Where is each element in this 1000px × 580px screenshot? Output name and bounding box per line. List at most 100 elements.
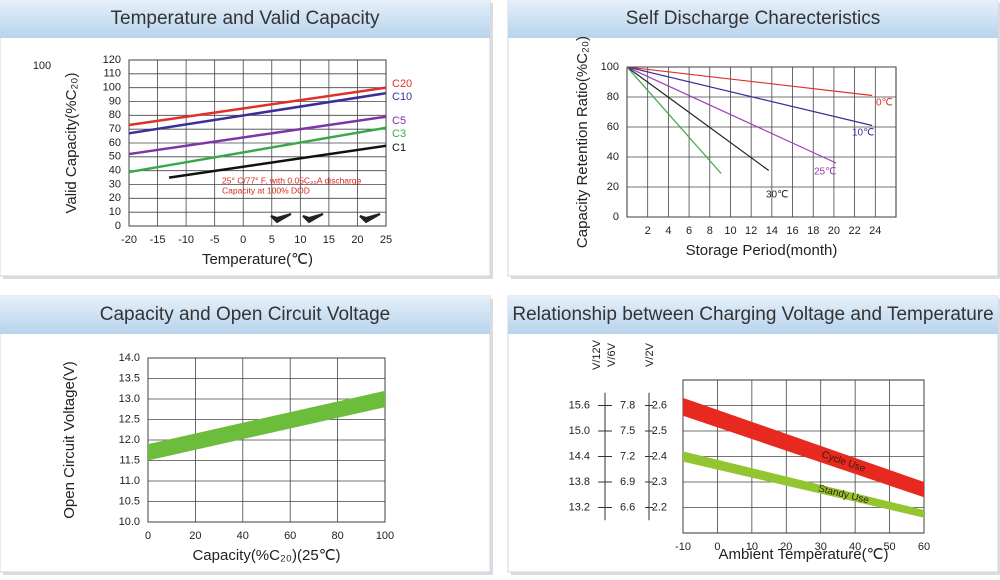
series-label: C3 [392, 128, 406, 140]
y-tick-label: 40 [607, 151, 619, 163]
y-tick-label: 12.0 [119, 434, 140, 446]
x-tick-label: 16 [786, 225, 798, 237]
check-mark [270, 213, 292, 224]
x-tick-label: -10 [675, 541, 691, 553]
y-tick-label: 13.0 [119, 393, 140, 405]
series-label: 10℃ [852, 128, 874, 139]
y-axis-label: Capacity Retention Ratio(%C₂₀) [574, 36, 591, 248]
series-line [626, 66, 873, 97]
y-tick-label: 0 [115, 220, 121, 232]
band [683, 397, 924, 498]
y-axis-label: Valid Capacity(%C₂₀) [63, 73, 80, 214]
series-label: C1 [392, 142, 406, 154]
y-tick-label: 50 [109, 151, 121, 163]
x-tick-label: 20 [351, 234, 363, 246]
x-tick-label: 0 [714, 541, 720, 553]
y-tick-label: 60 [607, 121, 619, 133]
x-tick-label: 2 [645, 225, 651, 237]
chart-title: Capacity and Open Circuit Voltage [100, 304, 390, 325]
series-line [626, 66, 722, 174]
x-tick-label: 10 [724, 225, 736, 237]
y-tick-label: 13.5 [119, 372, 140, 384]
x-tick-label: -15 [150, 234, 166, 246]
scale-tick-label: 13.8 [569, 476, 590, 488]
check-mark [302, 213, 324, 224]
series-line [128, 86, 387, 127]
annotation: 25° C/77° F, with 0.05C₂₀A discharge [222, 175, 362, 185]
title-bar [0, 296, 490, 334]
y-tick-label: 14.0 [119, 352, 140, 364]
annotation: Capacity at 100% DOD [222, 185, 310, 195]
x-tick-label: 10 [746, 541, 758, 553]
x-axis-label: Storage Period(month) [686, 242, 838, 259]
y-tick-label: 60 [109, 137, 121, 149]
x-tick-label: 10 [294, 234, 306, 246]
y-axis-label: Open Circuit Voltage(V) [61, 361, 78, 519]
y-tick-label: 40 [109, 165, 121, 177]
chart-title: Temperature and Valid Capacity [111, 8, 380, 29]
x-tick-label: 24 [869, 225, 881, 237]
y-tick-label: 110 [103, 68, 121, 80]
scale-tick-label: 14.4 [569, 450, 590, 462]
series-label: 30℃ [766, 190, 788, 201]
series-label: 0℃ [876, 98, 893, 109]
chart-title: Self Discharge Charecteristics [626, 8, 880, 29]
x-axis-label: Temperature(℃) [202, 251, 313, 268]
y-tick-label: 11.5 [119, 454, 140, 466]
chart-title: Relationship between Charging Voltage an… [512, 304, 993, 325]
scale-tick-label: 15.6 [569, 399, 590, 411]
series-line [626, 66, 837, 164]
series-label: C20 [392, 78, 412, 90]
y-tick-label: 80 [607, 91, 619, 103]
y-tick-label: 12.5 [119, 413, 140, 425]
series-line [626, 66, 770, 171]
y-tick-label: 90 [109, 95, 121, 107]
x-tick-label: 40 [849, 541, 861, 553]
x-tick-label: 12 [745, 225, 757, 237]
y-tick-label: 10.0 [119, 516, 140, 528]
y-tick-label: 2.5 [652, 425, 667, 437]
chart-panel: Temperature and Valid Capacity -20 -15 -10 -… [0, 0, 493, 279]
y-tick-label: 2.2 [652, 501, 667, 513]
x-tick-label: 100 [376, 530, 394, 542]
y-tick-label: 10.5 [119, 495, 140, 507]
x-tick-label: 20 [189, 530, 201, 542]
x-tick-label: 0 [145, 530, 151, 542]
y-tick-label: 0 [613, 211, 619, 223]
x-tick-label: 60 [284, 530, 296, 542]
scale-tick-label: 15.0 [569, 425, 590, 437]
scale-tick-label: 6.6 [620, 501, 635, 513]
x-tick-label: 20 [780, 541, 792, 553]
x-tick-label: 60 [918, 541, 930, 553]
y-tick-label: 30 [109, 178, 121, 190]
series-line [128, 126, 387, 174]
x-tick-label: -5 [210, 234, 220, 246]
x-axis-label: Capacity(%C₂₀)(25℃) [192, 547, 340, 564]
series-line [128, 115, 387, 156]
x-axis-label: Ambient Temperature(℃) [719, 546, 889, 563]
series-label: C10 [392, 91, 412, 103]
band [148, 390, 385, 461]
x-tick-label: 6 [686, 225, 692, 237]
y-tick-label: 20 [109, 192, 121, 204]
series-label: C5 [392, 115, 406, 127]
chart-panel: Relationship between Charging Voltage an… [507, 295, 1000, 575]
x-tick-label: 4 [665, 225, 671, 237]
y-tick-label: 2.3 [652, 476, 667, 488]
y-tick-label: 10 [109, 206, 121, 218]
y-tick-label: 100 [601, 61, 619, 73]
x-tick-label: 25 [380, 234, 392, 246]
title-bar [508, 296, 998, 334]
check-mark [359, 213, 381, 224]
x-tick-label: 0 [240, 234, 246, 246]
x-tick-label: 15 [323, 234, 335, 246]
y-tick-label: 70 [109, 123, 121, 135]
y-tick-label: 80 [109, 109, 121, 121]
corner-label: 100 [33, 60, 51, 72]
scale-tick-label: 13.2 [569, 501, 590, 513]
series-line [128, 91, 387, 135]
y-tick-label: 2.4 [652, 450, 667, 462]
scale-tick-label: 7.8 [620, 399, 635, 411]
